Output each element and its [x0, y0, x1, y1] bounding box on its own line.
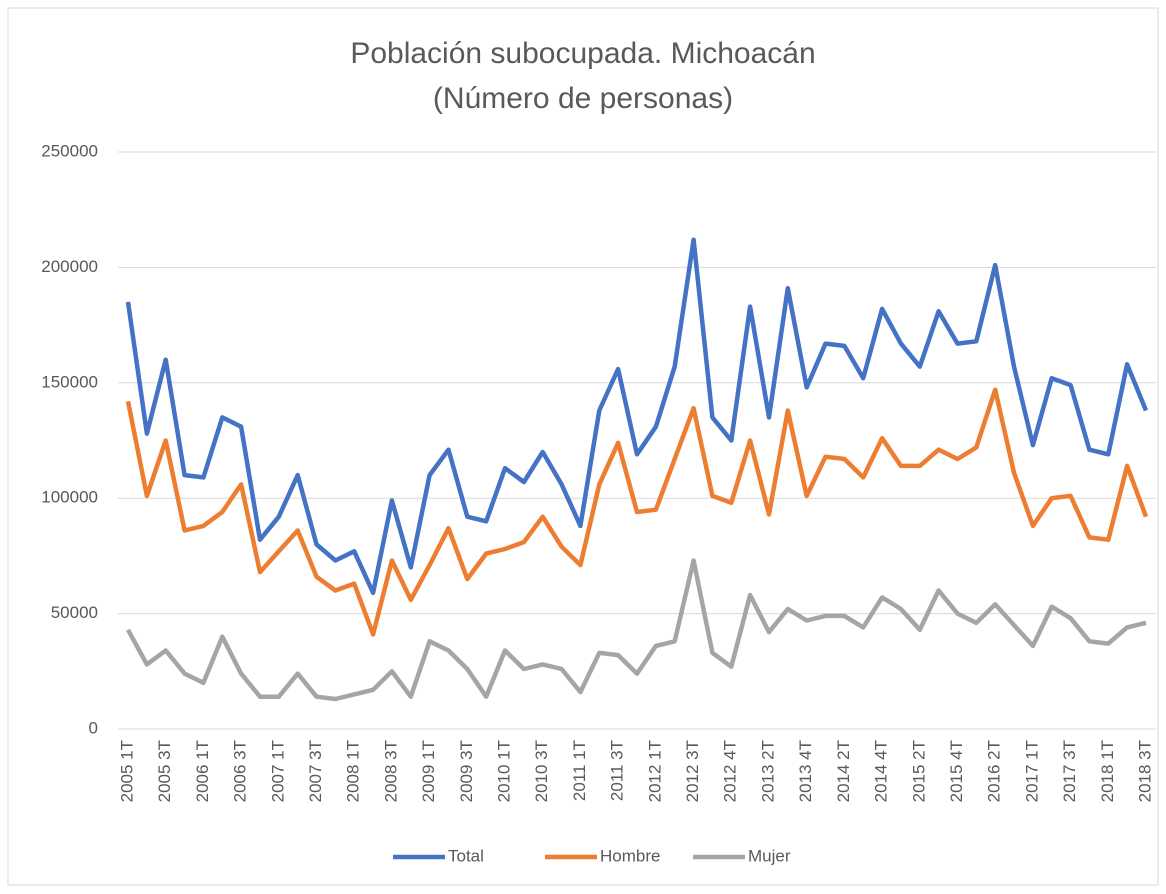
x-tick-label: 2007 1T — [268, 740, 287, 802]
line-series — [125, 237, 1149, 596]
x-tick-label: 2010 1T — [495, 740, 514, 802]
x-tick-label: 2007 3T — [306, 740, 325, 802]
x-tick-label: 2011 3T — [608, 740, 627, 801]
x-tick-label: 2008 3T — [381, 740, 400, 802]
y-tick-label: 50000 — [51, 603, 98, 622]
x-tick-label: 2018 3T — [1135, 740, 1154, 802]
x-tick-label: 2006 1T — [193, 740, 212, 802]
x-tick-label: 2015 4T — [947, 740, 966, 802]
chart-subtitle: (Número de personas) — [433, 82, 733, 115]
x-tick-label: 2008 1T — [344, 740, 363, 802]
y-tick-label: 200000 — [41, 257, 98, 276]
x-tick-label: 2010 3T — [532, 740, 551, 802]
x-tick-label: 2012 3T — [683, 740, 702, 802]
x-tick-label: 2012 1T — [645, 740, 664, 802]
legend-label: Mujer — [748, 846, 791, 865]
y-tick-label: 250000 — [41, 141, 98, 160]
line-series — [125, 387, 1149, 637]
x-tick-label: 2009 3T — [457, 740, 476, 802]
x-tick-label: 2011 1T — [570, 740, 589, 801]
legend-label: Hombre — [600, 846, 660, 865]
chart-title: Población subocupada. Michoacán — [350, 37, 815, 70]
x-tick-label: 2017 3T — [1060, 740, 1079, 802]
x-tick-label: 2015 2T — [909, 740, 928, 802]
x-tick-label: 2014 2T — [834, 740, 853, 802]
line-series — [126, 558, 1147, 702]
x-tick-label: 2006 3T — [231, 740, 250, 802]
x-tick-label: 2016 2T — [985, 740, 1004, 802]
x-tick-label: 2005 3T — [155, 740, 174, 802]
x-tick-label: 2018 1T — [1098, 740, 1117, 802]
legend-label: Total — [448, 846, 484, 865]
x-tick-label: 2014 4T — [872, 740, 891, 802]
x-tick-label: 2013 4T — [796, 740, 815, 802]
y-tick-label: 150000 — [41, 372, 98, 391]
x-tick-label: 2009 1T — [419, 740, 438, 802]
x-tick-label: 2005 1T — [117, 740, 136, 802]
x-tick-label: 2013 2T — [758, 740, 777, 802]
chart-frame — [7, 7, 1159, 886]
x-tick-label: 2012 4T — [721, 740, 740, 802]
y-tick-label: 100000 — [41, 488, 98, 507]
y-tick-label: 0 — [89, 718, 98, 737]
x-tick-label: 2017 1T — [1022, 740, 1041, 802]
